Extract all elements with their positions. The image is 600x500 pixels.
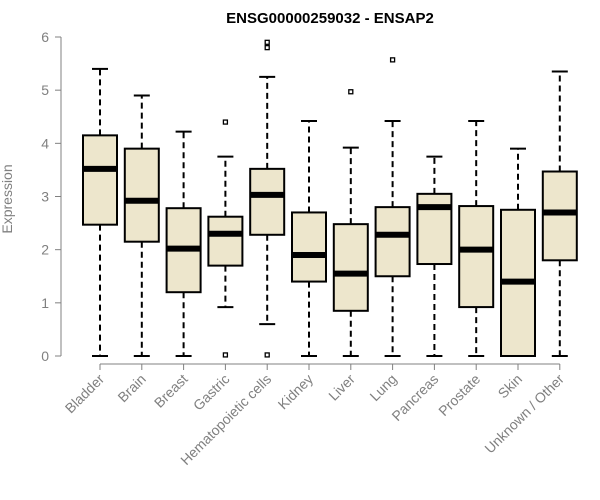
box-gastric xyxy=(207,119,244,358)
iqr-box xyxy=(123,147,160,243)
x-tick-label: Bladder xyxy=(62,371,108,417)
y-tick-label: 1 xyxy=(41,295,49,311)
iqr-box xyxy=(207,215,244,267)
x-tick-label: Kidney xyxy=(275,371,317,413)
iqr-box xyxy=(332,223,369,312)
box-pancreas xyxy=(416,155,453,357)
x-tick-label: Prostate xyxy=(435,371,483,419)
box-prostate xyxy=(458,120,495,357)
box-skin xyxy=(500,147,536,357)
x-tick-label: Skin xyxy=(495,371,526,402)
x-tick-label: Breast xyxy=(151,371,191,411)
x-tick-label: Lung xyxy=(366,371,399,404)
x-tick-label: Liver xyxy=(325,371,358,404)
y-tick-label: 3 xyxy=(41,189,49,205)
y-tick-label: 4 xyxy=(41,135,49,151)
box-lung xyxy=(374,57,411,357)
box-unknown-other xyxy=(541,70,578,357)
y-axis: 0 1 2 3 4 5 6 xyxy=(41,29,62,364)
box-bladder xyxy=(82,67,118,357)
iqr-box xyxy=(374,206,411,278)
box-kidney xyxy=(291,120,327,357)
y-tick-label: 2 xyxy=(41,242,49,258)
y-tick-label: 5 xyxy=(41,82,49,98)
y-tick-label: 6 xyxy=(41,29,49,45)
iqr-box xyxy=(458,205,495,309)
iqr-box xyxy=(291,211,327,283)
y-tick-label: 0 xyxy=(41,348,49,364)
outlier-point xyxy=(222,352,229,358)
chart-title: ENSG00000259032 - ENSAP2 xyxy=(226,10,434,27)
box-breast xyxy=(165,130,202,357)
box-liver xyxy=(332,89,369,357)
y-axis-title: Expression xyxy=(0,164,15,233)
outlier-point xyxy=(264,352,270,358)
outlier-point xyxy=(222,119,229,125)
outlier-point xyxy=(348,89,354,95)
iqr-box xyxy=(249,167,286,236)
box-series xyxy=(82,39,578,358)
iqr-box xyxy=(541,170,578,262)
box-brain xyxy=(123,94,160,357)
iqr-box xyxy=(82,134,118,226)
x-tick-label: Brain xyxy=(114,371,148,405)
box-hematopoietic-cells xyxy=(249,39,286,358)
outlier-point xyxy=(264,44,270,51)
x-tick-label: Unknown / Other xyxy=(481,371,567,457)
outlier-point xyxy=(264,39,270,45)
outlier-point xyxy=(389,57,396,63)
